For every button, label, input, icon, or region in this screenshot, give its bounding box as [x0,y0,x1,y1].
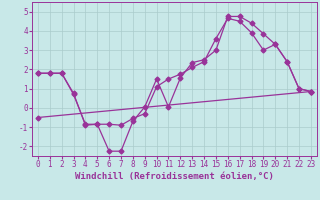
X-axis label: Windchill (Refroidissement éolien,°C): Windchill (Refroidissement éolien,°C) [75,172,274,181]
